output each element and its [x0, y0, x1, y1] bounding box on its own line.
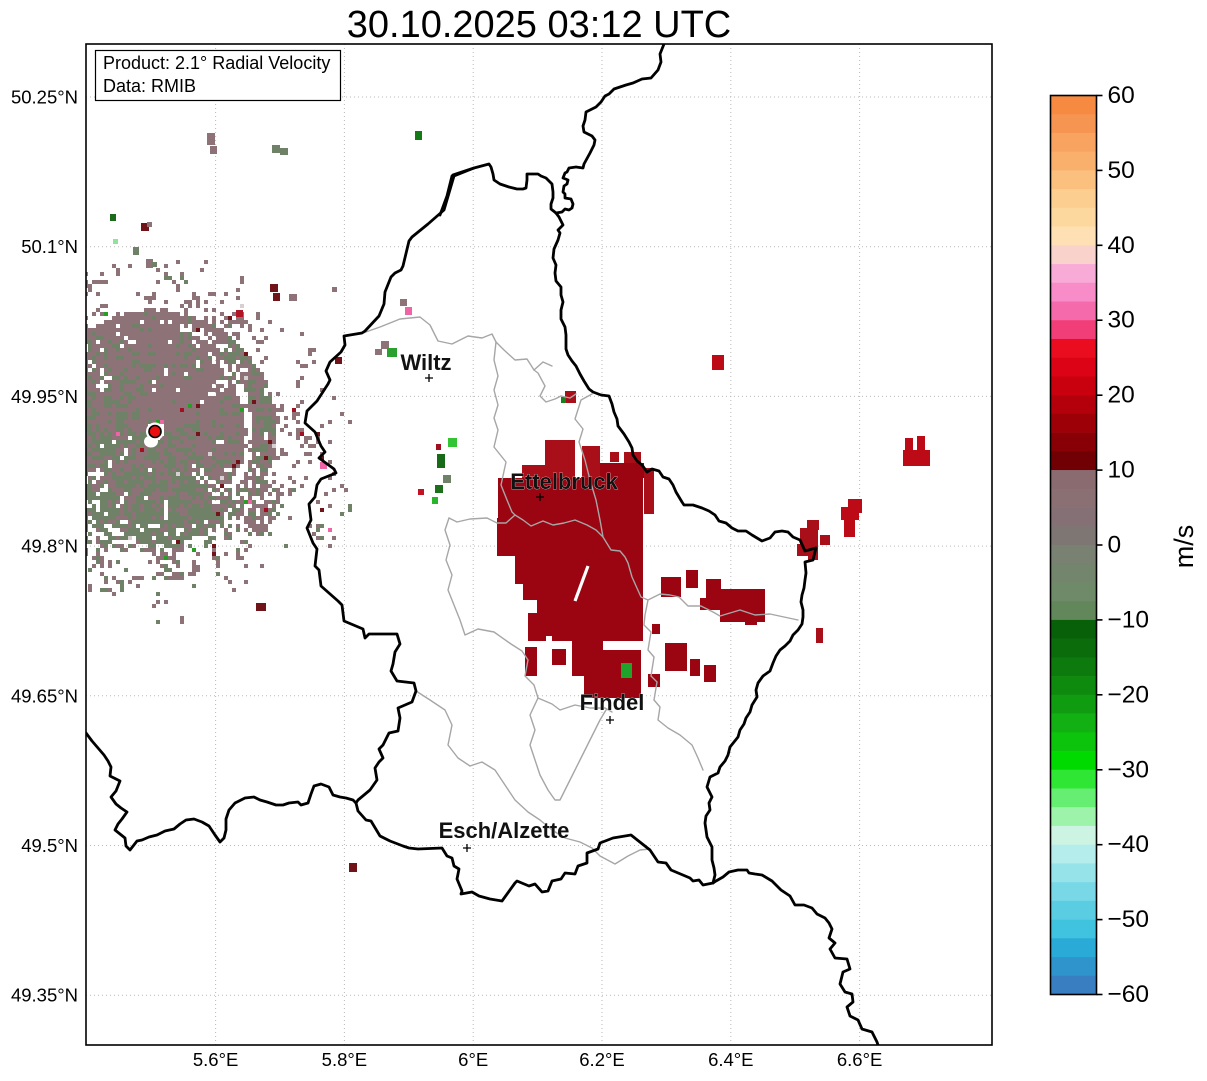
svg-text:20: 20 — [1108, 382, 1135, 409]
svg-text:−50: −50 — [1108, 906, 1150, 933]
svg-text:49.8°N: 49.8°N — [21, 536, 78, 557]
svg-text:60: 60 — [1108, 82, 1135, 109]
svg-text:6.2°E: 6.2°E — [579, 1049, 624, 1070]
svg-text:Product: 2.1° Radial Velocity: Product: 2.1° Radial Velocity — [103, 53, 330, 73]
svg-text:40: 40 — [1108, 232, 1135, 259]
svg-text:49.65°N: 49.65°N — [11, 685, 78, 706]
svg-text:Findel: Findel — [580, 690, 645, 715]
svg-text:30: 30 — [1108, 307, 1135, 334]
svg-text:49.95°N: 49.95°N — [11, 386, 78, 407]
svg-text:0: 0 — [1108, 532, 1122, 559]
svg-text:49.35°N: 49.35°N — [11, 985, 78, 1006]
svg-text:10: 10 — [1108, 457, 1135, 484]
svg-text:5.8°E: 5.8°E — [322, 1049, 367, 1070]
svg-text:30.10.2025 03:12 UTC: 30.10.2025 03:12 UTC — [347, 4, 732, 46]
svg-text:−60: −60 — [1108, 981, 1150, 1008]
svg-text:6.6°E: 6.6°E — [837, 1049, 882, 1070]
svg-text:Wiltz: Wiltz — [400, 350, 451, 375]
svg-text:50.25°N: 50.25°N — [11, 87, 78, 108]
svg-text:−20: −20 — [1108, 681, 1150, 708]
svg-text:50: 50 — [1108, 157, 1135, 184]
svg-text:5.6°E: 5.6°E — [193, 1049, 238, 1070]
svg-text:50.1°N: 50.1°N — [21, 236, 78, 257]
svg-text:m/s: m/s — [1169, 525, 1199, 569]
svg-text:−30: −30 — [1108, 756, 1150, 783]
svg-text:Esch/Alzette: Esch/Alzette — [439, 818, 570, 843]
svg-text:Data: RMIB: Data: RMIB — [103, 76, 196, 96]
svg-text:49.5°N: 49.5°N — [21, 835, 78, 856]
svg-text:6.4°E: 6.4°E — [708, 1049, 753, 1070]
svg-text:6°E: 6°E — [458, 1049, 488, 1070]
svg-text:Ettelbruck: Ettelbruck — [510, 469, 618, 494]
svg-text:−10: −10 — [1108, 606, 1150, 633]
svg-text:−40: −40 — [1108, 831, 1150, 858]
